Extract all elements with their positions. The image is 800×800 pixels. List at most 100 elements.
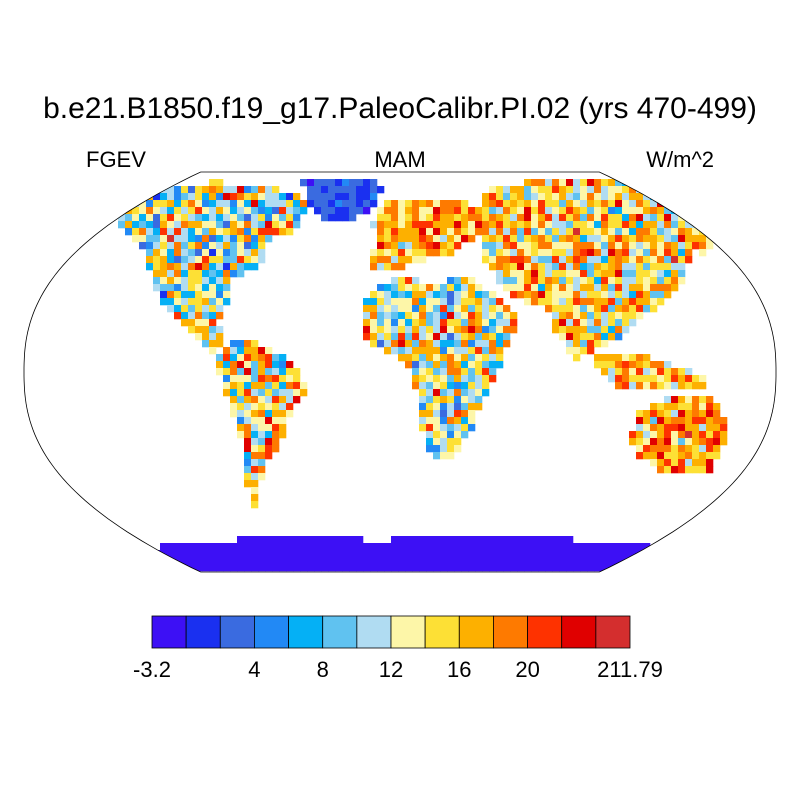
map-cell (174, 270, 182, 278)
map-cell (650, 277, 658, 285)
map-cell (307, 557, 315, 565)
map-cell (650, 186, 658, 194)
map-cell (601, 305, 609, 313)
map-cell (202, 270, 210, 278)
map-cell (412, 368, 420, 376)
map-cell (461, 333, 469, 341)
map-cell (349, 179, 357, 187)
map-cell (475, 347, 483, 355)
map-cell (265, 368, 273, 376)
map-cell (391, 564, 399, 572)
map-cell (559, 333, 567, 341)
map-cell (335, 557, 343, 565)
map-cell (475, 228, 483, 236)
map-cell (580, 333, 588, 341)
map-cell (524, 235, 532, 243)
map-cell (258, 368, 266, 376)
map-cell (678, 424, 686, 432)
map-cell (412, 326, 420, 334)
map-cell (440, 221, 448, 229)
map-cell (643, 543, 651, 551)
map-cell (426, 424, 434, 432)
map-cell (482, 242, 490, 250)
map-cell (587, 179, 595, 187)
map-cell (678, 375, 686, 383)
map-cell (461, 564, 469, 572)
map-cell (405, 214, 413, 222)
map-cell (454, 200, 462, 208)
map-cell (419, 375, 427, 383)
map-cell (531, 256, 539, 264)
map-cell (692, 466, 700, 474)
map-cell (657, 291, 665, 299)
map-cell (447, 235, 455, 243)
map-cell (426, 417, 434, 425)
map-cell (566, 543, 574, 551)
map-cell (174, 214, 182, 222)
map-cell (447, 228, 455, 236)
map-cell (601, 235, 609, 243)
map-cell (363, 186, 371, 194)
map-cell (412, 305, 420, 313)
map-cell (153, 200, 161, 208)
map-cell (664, 291, 672, 299)
map-cell (699, 424, 707, 432)
map-cell (636, 564, 644, 572)
map-cell (237, 424, 245, 432)
map-cell (580, 193, 588, 201)
map-cell (545, 277, 553, 285)
map-cell (202, 256, 210, 264)
map-cell (454, 543, 462, 551)
map-cell (300, 557, 308, 565)
map-cell (209, 347, 217, 355)
map-cell (531, 249, 539, 257)
map-cell (391, 200, 399, 208)
map-cell (636, 452, 644, 460)
map-cell (419, 305, 427, 313)
map-cell (139, 207, 147, 215)
map-cell (664, 284, 672, 292)
map-cell (223, 242, 231, 250)
map-cell (475, 564, 483, 572)
map-cell (412, 312, 420, 320)
map-cell (559, 193, 567, 201)
map-cell (209, 298, 217, 306)
map-cell (160, 543, 168, 551)
map-cell (216, 550, 224, 558)
map-cell (489, 361, 497, 369)
map-cell (636, 256, 644, 264)
map-cell (146, 207, 154, 215)
map-cell (629, 263, 637, 271)
map-cell (503, 550, 511, 558)
map-cell (377, 214, 385, 222)
map-cell (552, 242, 560, 250)
map-cell (265, 403, 273, 411)
map-cell (118, 221, 126, 229)
map-cell (692, 228, 700, 236)
map-cell (671, 403, 679, 411)
map-cell (678, 263, 686, 271)
map-cell (468, 375, 476, 383)
map-cell (384, 228, 392, 236)
map-cell (440, 452, 448, 460)
map-cell (244, 354, 252, 362)
map-cell (440, 564, 448, 572)
map-cell (489, 263, 497, 271)
map-cell (594, 340, 602, 348)
map-cell (475, 536, 483, 544)
map-cell (622, 543, 630, 551)
map-cell (230, 375, 238, 383)
map-cell (559, 200, 567, 208)
map-cell (461, 214, 469, 222)
map-cell (720, 438, 728, 446)
map-cell (405, 242, 413, 250)
map-cell (160, 256, 168, 264)
map-cell (202, 214, 210, 222)
map-cell (440, 550, 448, 558)
map-cell (650, 298, 658, 306)
colorbar-box (356, 615, 392, 649)
map-cell (181, 200, 189, 208)
map-cell (160, 214, 168, 222)
map-cell (545, 256, 553, 264)
map-cell (244, 193, 252, 201)
